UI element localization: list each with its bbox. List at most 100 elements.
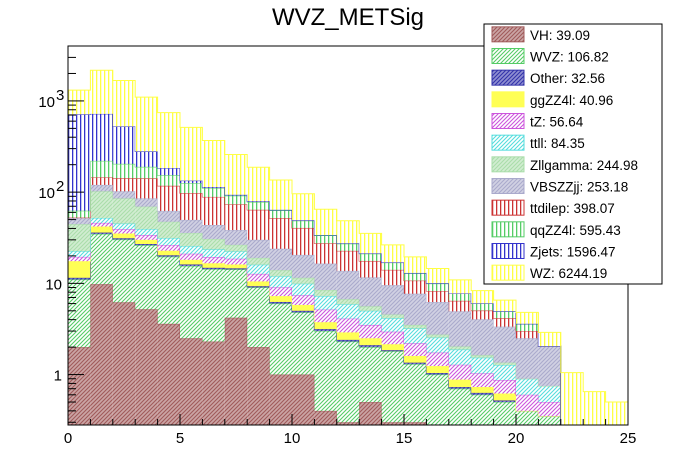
bar-vbszzjj-bin-16 — [426, 302, 449, 335]
bar-ttll-bin-9 — [269, 276, 292, 288]
bar-ttll-bin-7 — [224, 251, 248, 259]
bar-ggzz4l-bin-9 — [269, 296, 292, 302]
bar-vbszzjj-bin-8 — [247, 239, 270, 258]
bar-ttdilep-bin-11 — [314, 243, 337, 264]
bar-wvz-bin-19 — [493, 402, 516, 425]
bar-wvz-bin-12 — [336, 341, 360, 423]
bar-ttdilep-bin-5 — [180, 193, 203, 220]
legend-swatch-tz — [491, 113, 525, 129]
bar-ggzz4l-bin-4 — [157, 250, 180, 256]
bar-ttll-bin-1 — [90, 218, 113, 223]
legend-box — [483, 23, 663, 285]
series-vbszzjj — [67, 184, 562, 425]
bar-tz-bin-10 — [292, 295, 315, 305]
bar-ttdilep-bin-15 — [404, 280, 427, 294]
bar-qqzz4l-bin-2 — [112, 163, 136, 179]
bar-wz-bin-15 — [404, 256, 427, 273]
legend: VH: 39.09 WVZ: 106.82 Other: 32.56 ggZZ4l: … — [483, 23, 663, 285]
bar-qqzz4l-bin-0 — [68, 210, 91, 218]
bar-ttll-bin-15 — [404, 328, 427, 344]
bar-tz-bin-19 — [493, 380, 516, 394]
bar-tz-bin-8 — [247, 273, 270, 282]
bar-zjets-bin-3 — [135, 151, 158, 167]
bar-zllgamma-bin-11 — [314, 290, 337, 297]
bar-qqzz4l-bin-17 — [448, 293, 472, 301]
bar-ttll-bin-12 — [336, 304, 360, 319]
plot-area — [67, 69, 629, 425]
bar-vbszzjj-bin-3 — [135, 198, 158, 207]
bar-ttdilep-bin-4 — [157, 185, 180, 211]
bar-wz-bin-1 — [90, 70, 113, 114]
bar-ggzz4l-bin-0 — [68, 261, 91, 278]
bar-qqzz4l-bin-5 — [180, 183, 203, 194]
bar-qqzz4l-bin-10 — [292, 220, 315, 228]
bar-ggzz4l-bin-3 — [135, 239, 158, 245]
bar-vh-bin-6 — [202, 341, 225, 425]
bar-wz-bin-13 — [359, 233, 382, 254]
bar-wz-bin-23 — [583, 391, 606, 425]
bar-ggzz4l-bin-6 — [202, 263, 225, 268]
legend-swatch-ttll — [491, 134, 525, 151]
bar-wvz-bin-2 — [112, 239, 136, 303]
bar-other-bin-2 — [112, 238, 136, 240]
bar-ttdilep-bin-1 — [90, 177, 113, 185]
bar-zllgamma-bin-13 — [359, 306, 382, 311]
bar-zllgamma-bin-10 — [292, 277, 315, 284]
bar-wz-bin-0 — [68, 90, 91, 115]
bar-vh-bin-10 — [292, 374, 315, 425]
bar-other-bin-4 — [157, 255, 180, 257]
bar-tz-bin-2 — [112, 229, 136, 234]
bar-ttll-bin-16 — [426, 337, 449, 353]
bar-vbszzjj-bin-19 — [493, 326, 516, 363]
y-tick-label: 10 — [38, 94, 55, 111]
bar-tz-bin-1 — [90, 222, 113, 227]
bar-ttll-bin-21 — [538, 385, 561, 403]
bar-vbszzjj-bin-20 — [516, 338, 539, 379]
bar-ggzz4l-bin-11 — [314, 322, 337, 330]
bar-wz-bin-4 — [157, 112, 180, 169]
bar-other-bin-13 — [359, 345, 382, 348]
bar-zjets-bin-2 — [112, 126, 136, 164]
bar-other-bin-0 — [68, 277, 91, 280]
bar-ttll-bin-2 — [112, 223, 136, 230]
legend-swatch-vbszzjj — [491, 178, 525, 194]
bar-ttdilep-bin-19 — [493, 318, 516, 327]
bar-other-bin-7 — [224, 268, 248, 270]
bar-wz-bin-19 — [493, 300, 516, 312]
bar-vh-bin-14 — [381, 422, 404, 425]
bar-zllgamma-bin-18 — [471, 355, 494, 358]
bar-qqzz4l-bin-9 — [269, 210, 292, 219]
bar-vbszzjj-bin-0 — [68, 217, 91, 225]
bar-zjets-bin-0 — [68, 114, 91, 211]
bar-ttdilep-bin-16 — [426, 291, 449, 303]
bar-wvz-bin-11 — [314, 331, 337, 411]
bar-wvz-bin-17 — [448, 388, 472, 425]
bar-wvz-bin-7 — [224, 269, 248, 318]
bar-ttdilep-bin-17 — [448, 300, 472, 312]
bar-vbszzjj-bin-21 — [538, 346, 561, 386]
legend-swatch-other — [491, 69, 525, 86]
bar-zllgamma-bin-7 — [224, 244, 248, 252]
bar-other-bin-6 — [202, 267, 225, 270]
x-tick-label: 10 — [284, 430, 301, 447]
bar-zllgamma-bin-1 — [90, 191, 113, 219]
bar-tz-bin-13 — [359, 324, 382, 339]
legend-entry-tz: tZ: 56.64 — [530, 115, 584, 130]
bar-qqzz4l-bin-16 — [426, 283, 449, 292]
bar-tz-bin-12 — [336, 318, 360, 333]
bar-ggzz4l-bin-17 — [448, 379, 472, 388]
bar-ggzz4l-bin-13 — [359, 338, 382, 346]
bar-ttdilep-bin-18 — [471, 310, 494, 320]
legend-entry-vh: VH: 39.09 — [530, 28, 590, 43]
bar-ttdilep-bin-12 — [336, 250, 360, 271]
bar-ttdilep-bin-14 — [381, 269, 404, 286]
bar-other-bin-8 — [247, 286, 270, 288]
bar-ttll-bin-17 — [448, 349, 472, 365]
bar-ttll-bin-19 — [493, 365, 516, 381]
y-tick-exponent: 2 — [56, 178, 64, 195]
bar-tz-bin-4 — [157, 245, 180, 251]
bar-vbszzjj-bin-6 — [202, 225, 225, 240]
bar-vh-bin-2 — [112, 302, 136, 425]
bar-vh-bin-11 — [314, 410, 337, 425]
